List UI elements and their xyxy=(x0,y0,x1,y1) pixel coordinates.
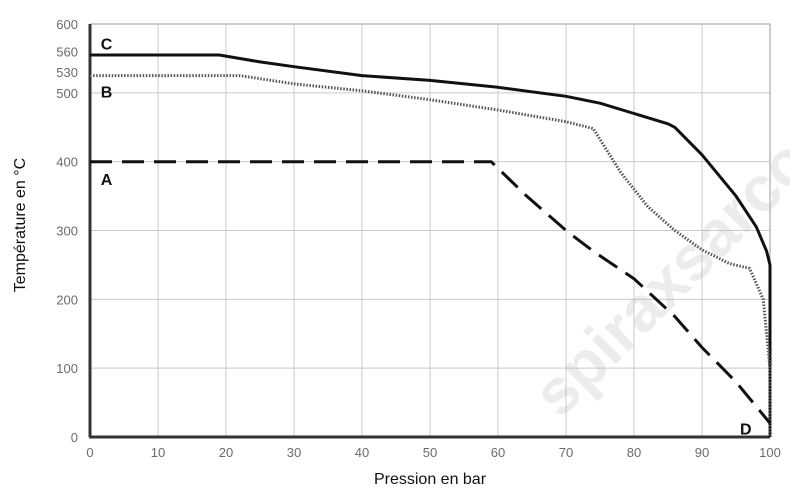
series-line-a xyxy=(90,160,772,425)
x-tick-label-0: 0 xyxy=(86,445,93,460)
x-tick-label-10: 10 xyxy=(151,445,165,460)
y-tick-label-200: 200 xyxy=(56,292,78,307)
x-tick-label-40: 40 xyxy=(355,445,369,460)
curve-label-c: C xyxy=(101,36,113,53)
curve-label-a: A xyxy=(101,172,113,189)
x-tick-label-80: 80 xyxy=(627,445,641,460)
series-lines xyxy=(90,53,772,437)
y-tick-label-600: 600 xyxy=(56,17,78,32)
curve-label-d: D xyxy=(740,422,752,439)
x-axis-title: Pression en bar xyxy=(374,471,487,488)
x-tick-label-70: 70 xyxy=(559,445,573,460)
x-tick-label-90: 90 xyxy=(695,445,709,460)
y-tick-label-300: 300 xyxy=(56,224,78,239)
x-tick-label-20: 20 xyxy=(219,445,233,460)
x-tick-label-30: 30 xyxy=(287,445,301,460)
y-tick-label-500: 500 xyxy=(56,86,78,101)
y-axis-title: Température en °C xyxy=(12,158,29,292)
y-tick-label-0: 0 xyxy=(71,430,78,445)
y-tick-label-560: 560 xyxy=(56,45,78,60)
curve-label-b: B xyxy=(101,84,113,101)
x-tick-label-50: 50 xyxy=(423,445,437,460)
curve-labels: C B A D xyxy=(101,36,752,438)
tick-labels: 0 10 20 30 40 50 60 70 80 90 100 0 100 200 300 400 500 60… xyxy=(56,17,781,460)
series-line-c xyxy=(90,53,772,437)
y-tick-label-100: 100 xyxy=(56,361,78,376)
x-tick-label-60: 60 xyxy=(491,445,505,460)
series-line-b xyxy=(90,74,772,437)
y-tick-label-400: 400 xyxy=(56,155,78,170)
x-tick-label-100: 100 xyxy=(759,445,781,460)
y-tick-label-530: 530 xyxy=(56,65,78,80)
